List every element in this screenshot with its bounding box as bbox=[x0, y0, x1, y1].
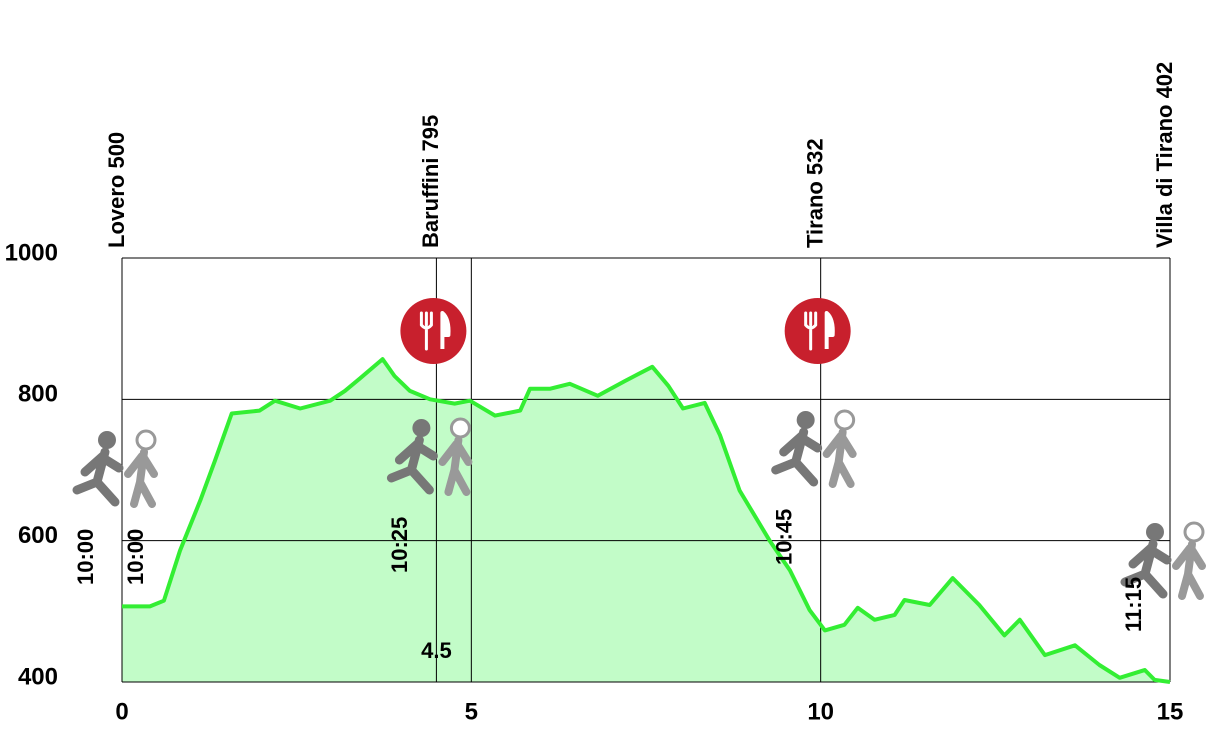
body bbox=[771, 427, 823, 487]
x-tick-label: 15 bbox=[1157, 698, 1184, 725]
knife bbox=[824, 311, 835, 349]
head bbox=[135, 429, 157, 451]
body bbox=[822, 428, 857, 488]
walker-icon bbox=[1172, 521, 1206, 600]
knife bbox=[440, 311, 451, 349]
x-tick-label: 10 bbox=[807, 698, 834, 725]
y-tick-label: 600 bbox=[18, 522, 58, 549]
x-tick-label: 5 bbox=[465, 698, 478, 725]
icon-circle bbox=[784, 298, 851, 364]
restaurant-icon bbox=[400, 298, 467, 364]
runner-icon bbox=[72, 431, 124, 507]
time-label: 10:00 bbox=[123, 529, 148, 585]
station-label: Baruffini 795 bbox=[418, 115, 443, 248]
fork bbox=[419, 311, 433, 351]
body bbox=[1120, 539, 1172, 599]
time-label: 10:25 bbox=[387, 517, 412, 573]
time-label: 11:15 bbox=[1121, 577, 1146, 632]
walker-icon bbox=[822, 409, 857, 488]
elevation-line bbox=[122, 357, 1171, 684]
icon-circle bbox=[400, 298, 467, 364]
body bbox=[1172, 540, 1206, 600]
runner-icon bbox=[1120, 523, 1172, 599]
fork bbox=[804, 311, 818, 351]
time-label: 10:00 bbox=[73, 529, 98, 585]
head bbox=[1183, 521, 1205, 543]
head bbox=[834, 409, 856, 431]
time-label: 10:45 bbox=[771, 509, 796, 565]
y-tick-label: 1000 bbox=[5, 239, 58, 266]
km-marker-label: 4.5 bbox=[421, 638, 452, 663]
station-label: Tirano 532 bbox=[802, 138, 827, 248]
head bbox=[796, 411, 815, 429]
head bbox=[449, 417, 471, 439]
runner-icon bbox=[771, 411, 823, 487]
head bbox=[98, 431, 116, 449]
body bbox=[72, 447, 124, 507]
head bbox=[412, 419, 431, 437]
body bbox=[124, 448, 158, 508]
y-tick-label: 800 bbox=[18, 381, 58, 408]
area-fill bbox=[122, 359, 1170, 682]
body bbox=[386, 435, 438, 495]
body bbox=[438, 436, 473, 496]
head bbox=[1146, 523, 1164, 541]
walker-icon bbox=[438, 417, 473, 496]
restaurant-icon bbox=[784, 298, 851, 364]
station-label: Villa di Tirano 402 bbox=[1152, 62, 1177, 248]
walker-icon bbox=[124, 429, 158, 508]
y-tick-label: 400 bbox=[18, 663, 58, 690]
runner-icon bbox=[386, 419, 438, 495]
station-label: Lovero 500 bbox=[104, 132, 129, 248]
x-tick-label: 0 bbox=[115, 698, 128, 725]
